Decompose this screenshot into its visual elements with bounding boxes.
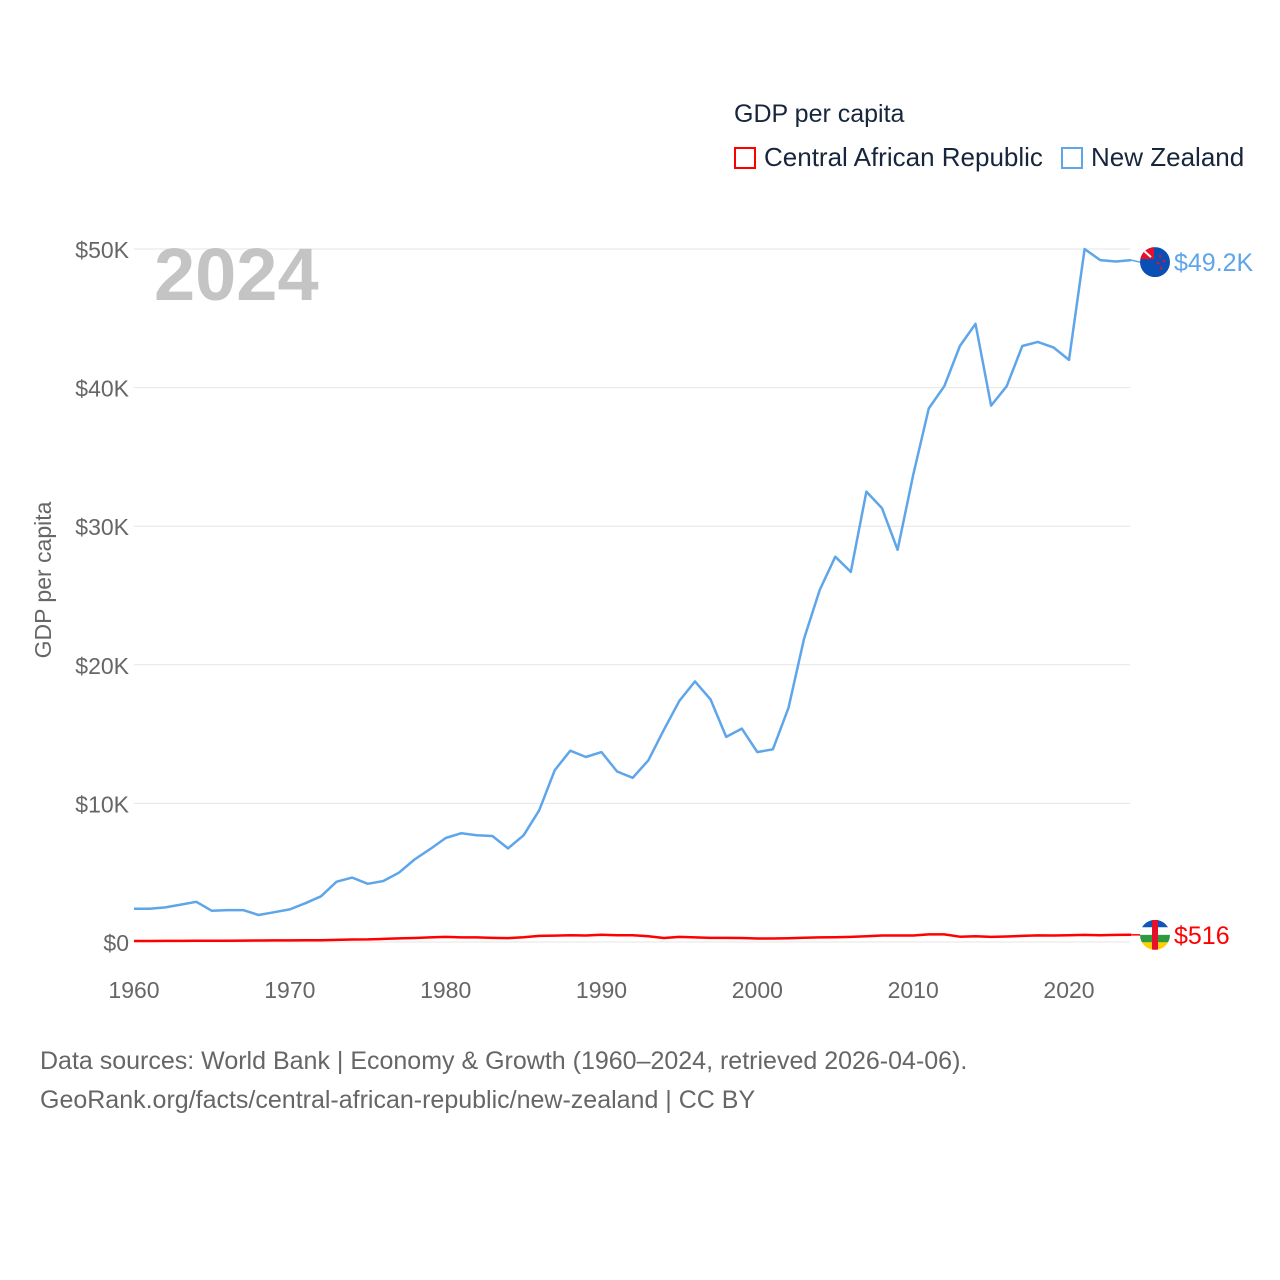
- legend-swatch-icon: [1061, 146, 1083, 169]
- central-african-republic-flag-icon: [1140, 919, 1170, 950]
- legend-title: GDP per capita: [734, 100, 905, 128]
- x-tick-label: 1960: [108, 977, 159, 1003]
- series-line-new-zealand: [134, 247, 1132, 917]
- footer-sources: Data sources: World Bank | Economy & Gro…: [40, 1047, 968, 1075]
- y-axis-label: GDP per capita: [30, 501, 56, 658]
- x-tick-label: 2010: [888, 977, 939, 1003]
- legend-item-new-zealand[interactable]: New Zealand: [1061, 142, 1244, 173]
- y-tick-label: $40K: [75, 376, 129, 402]
- new-zealand-flag-icon: [1140, 247, 1170, 278]
- series-line-central-african-republic: [134, 933, 1132, 943]
- footer-link[interactable]: GeoRank.org/facts/central-african-republ…: [40, 1086, 756, 1114]
- end-value-label: $516: [1174, 922, 1230, 950]
- y-tick-label: $20K: [75, 653, 129, 679]
- legend-label: New Zealand: [1091, 142, 1245, 172]
- x-tick-label: 1970: [264, 977, 315, 1003]
- legend-item-central-african-republic[interactable]: Central African Republic: [734, 142, 1043, 173]
- y-tick-label: $30K: [75, 514, 129, 540]
- legend-swatch-icon: [734, 146, 756, 169]
- x-tick-label: 2020: [1043, 977, 1094, 1003]
- footer: Data sources: World Bank | Economy & Gro…: [40, 1042, 967, 1120]
- x-tick-label: 1990: [576, 977, 627, 1003]
- end-connector: [1131, 259, 1141, 263]
- y-tick-label: $0: [103, 930, 129, 956]
- end-value-label: $49.2K: [1174, 249, 1254, 277]
- x-tick-label: 2000: [732, 977, 783, 1003]
- year-watermark: 2024: [154, 233, 319, 316]
- x-tick-label: 1980: [420, 977, 471, 1003]
- line-chart: $0 $10K $20K $30K $40K $50K 1960 1970 1980 1990 20…: [30, 233, 1254, 1003]
- legend-label: Central African Republic: [764, 142, 1043, 172]
- y-tick-label: $10K: [75, 791, 129, 817]
- y-tick-label: $50K: [75, 237, 129, 263]
